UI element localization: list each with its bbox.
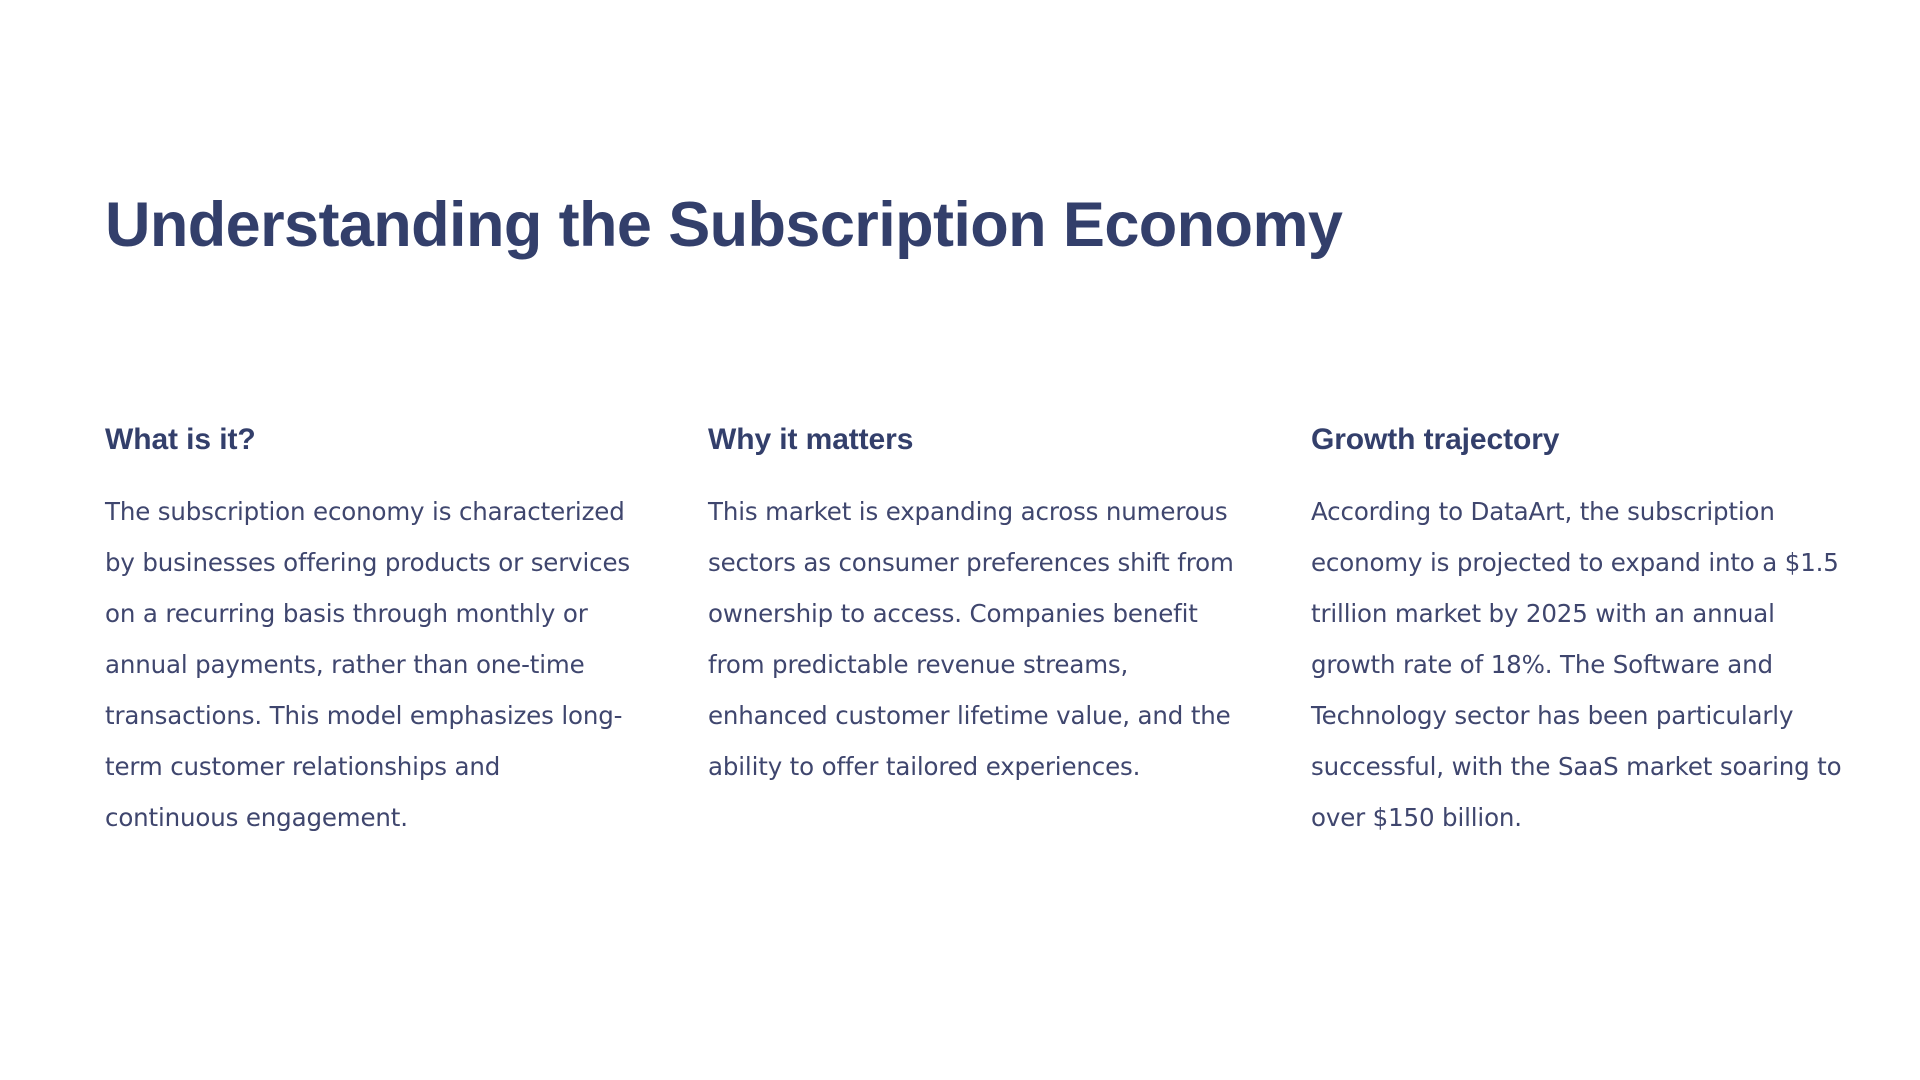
column-heading-why-it-matters: Why it matters: [708, 423, 914, 456]
page-title: Understanding the Subscription Economy: [105, 190, 1343, 261]
column-heading-growth-trajectory: Growth trajectory: [1311, 423, 1560, 456]
column-what-is-it: What is it? The subscription economy is …: [105, 422, 636, 843]
column-heading-what-is-it: What is it?: [105, 423, 256, 456]
column-container: What is it? The subscription economy is …: [105, 422, 1845, 843]
column-why-it-matters: Why it matters This market is expanding …: [708, 422, 1239, 843]
column-body-why-it-matters: This market is expanding across numerous…: [708, 497, 1234, 781]
column-body-what-is-it: The subscription economy is characterize…: [105, 497, 631, 832]
column-body-growth-trajectory: According to DataArt, the subscription e…: [1311, 497, 1842, 832]
column-growth-trajectory: Growth trajectory According to DataArt, …: [1311, 422, 1842, 843]
